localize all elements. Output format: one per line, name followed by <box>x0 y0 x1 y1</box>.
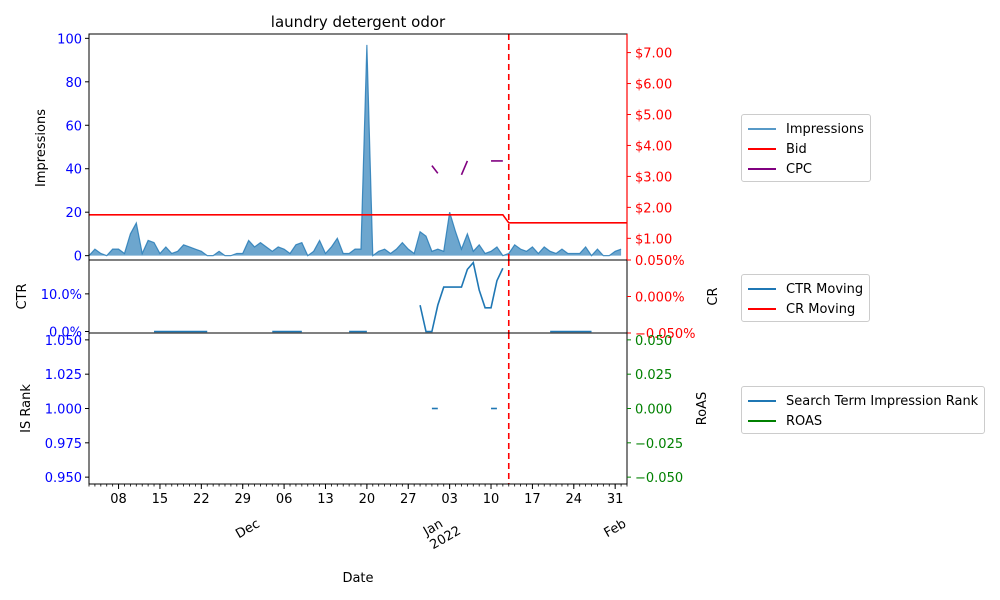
legend-label-roas: ROAS <box>786 413 823 429</box>
impressions-line <box>88 44 622 257</box>
right-tick-label-0-4: $5.00 <box>635 108 672 123</box>
panel-frame-2 <box>88 332 628 485</box>
right-tick-label-1-1: 0.000% <box>635 291 685 306</box>
left-tick-label-1-1: 10.0% <box>41 288 82 303</box>
y-axis-label-left-1: CTR <box>15 283 30 309</box>
right-tick-label-0-0: $1.00 <box>635 232 672 247</box>
right-tick-label-0-5: $6.00 <box>635 78 672 93</box>
right-tick-label-2-4: 0.050 <box>635 334 672 349</box>
legend-swatch-bid <box>748 148 776 150</box>
x-tick-label-1: 15 <box>152 492 169 507</box>
legend-swatch-roas <box>748 420 776 422</box>
legend-label-ctr-moving: CTR Moving <box>786 281 864 297</box>
right-tick-label-1-2: −0.050% <box>635 327 695 342</box>
bid-segment-0 <box>89 214 627 224</box>
legend-label-is-rank: Search Term Impression Rank <box>786 393 979 409</box>
right-tick-label-0-6: $7.00 <box>635 47 672 62</box>
right-tick-label-1-0: 0.050% <box>635 254 685 269</box>
x-axis-label: Date <box>342 571 373 586</box>
right-tick-label-0-3: $4.00 <box>635 139 672 154</box>
x-tick-label-0: 08 <box>110 492 127 507</box>
x-tick-label-9: 10 <box>483 492 500 507</box>
legend-item-ctr-moving: CTR Moving <box>748 279 863 299</box>
right-tick-label-0-1: $2.00 <box>635 201 672 216</box>
panel-frame-1 <box>88 259 628 334</box>
x-tick-label-12: 31 <box>607 492 624 507</box>
plot-area: 0 20 40 60 80 100 $1.00 $2.00 $3.00 $4.00 $5.00 $6.… <box>15 32 721 553</box>
left-tick-label-0-1: 20 <box>65 206 82 221</box>
y-axis-label-right-2: RoAS <box>695 392 710 426</box>
left-tick-label-2-2: 1.000 <box>45 403 82 418</box>
x-month-label-0: Dec <box>233 516 262 542</box>
legend-label-cr-moving: CR Moving <box>786 301 856 317</box>
left-tick-label-0-3: 60 <box>65 119 82 134</box>
x-month-label-line-2-0: Feb <box>602 516 629 541</box>
legend-bottom: Search Term Impression Rank ROAS <box>741 386 986 434</box>
legend-swatch-is-rank <box>748 400 776 402</box>
panel-frame-0 <box>88 33 628 261</box>
legend-label-cpc: CPC <box>786 161 812 177</box>
legend-item-cr-moving: CR Moving <box>748 299 863 319</box>
chart-title: laundry detergent odor <box>271 13 446 31</box>
right-tick-label-0-2: $3.00 <box>635 170 672 185</box>
y-axis-label-left-0: Impressions <box>34 109 49 187</box>
x-tick-label-3: 29 <box>234 492 251 507</box>
y-axis-label-left-2: IS Rank <box>19 384 34 433</box>
cpc-segment-1 <box>460 160 469 176</box>
legend-label-impressions: Impressions <box>786 121 864 137</box>
cpc-segment-0 <box>431 165 439 174</box>
legend-item-roas: ROAS <box>748 411 978 431</box>
y-axis-label-right-1: CR <box>706 287 721 305</box>
left-tick-label-2-3: 1.025 <box>45 368 82 383</box>
legend-swatch-cr-moving <box>748 308 776 310</box>
right-tick-label-2-0: −0.050 <box>635 471 683 486</box>
legend-label-bid: Bid <box>786 141 807 157</box>
left-tick-label-0-5: 100 <box>57 32 82 47</box>
legend-swatch-impressions <box>748 128 776 130</box>
x-month-label-line-0-0: Dec <box>233 516 262 542</box>
x-tick-label-11: 24 <box>566 492 583 507</box>
left-tick-label-2-4: 1.050 <box>45 334 82 349</box>
right-tick-label-2-2: 0.000 <box>635 403 672 418</box>
legend-item-is-rank: Search Term Impression Rank <box>748 391 978 411</box>
x-tick-label-4: 06 <box>276 492 293 507</box>
x-month-label-2: Feb <box>602 516 629 541</box>
legend-item-cpc: CPC <box>748 159 864 179</box>
legend-swatch-cpc <box>748 168 776 170</box>
legend-swatch-ctr-moving <box>748 288 776 290</box>
x-month-label-1: Jan2022 <box>420 510 464 553</box>
ctr-moving-segment-3 <box>419 260 504 333</box>
left-tick-label-0-4: 80 <box>65 76 82 91</box>
left-tick-label-0-2: 40 <box>65 163 82 178</box>
legend-item-bid: Bid <box>748 139 864 159</box>
x-tick-label-6: 20 <box>359 492 376 507</box>
left-tick-label-1-0: 0.0% <box>49 325 82 340</box>
legend-item-impressions: Impressions <box>748 119 864 139</box>
x-tick-label-5: 13 <box>317 492 334 507</box>
x-tick-label-8: 03 <box>441 492 458 507</box>
legend-top: Impressions Bid CPC <box>741 114 871 182</box>
legend-middle: CTR Moving CR Moving <box>741 274 871 322</box>
left-tick-label-2-1: 0.975 <box>45 437 82 452</box>
x-tick-label-2: 22 <box>193 492 210 507</box>
right-tick-label-2-1: −0.025 <box>635 437 683 452</box>
impressions-area <box>89 44 622 256</box>
left-tick-label-2-0: 0.950 <box>45 471 82 486</box>
x-tick-label-7: 27 <box>400 492 417 507</box>
right-tick-label-2-3: 0.025 <box>635 368 672 383</box>
left-tick-label-0-0: 0 <box>74 250 82 265</box>
x-tick-label-10: 17 <box>524 492 541 507</box>
